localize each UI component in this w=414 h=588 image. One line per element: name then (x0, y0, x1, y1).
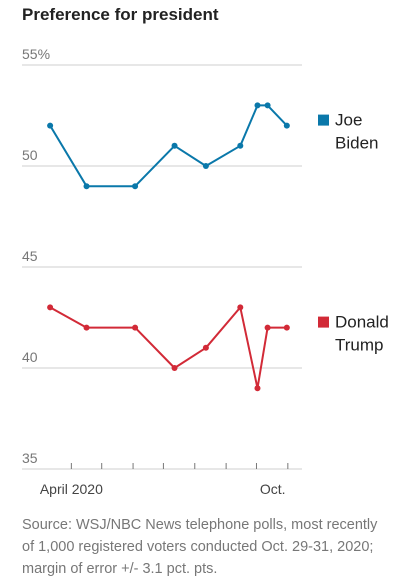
y-tick-label: 40 (22, 349, 38, 365)
x-tick-label: Oct. (260, 481, 286, 497)
data-point (47, 122, 54, 129)
series-line-trump (49, 306, 287, 390)
data-point (283, 122, 290, 129)
series-line-biden (49, 104, 288, 188)
y-tick-label: 35 (22, 450, 38, 466)
y-tick-label: 55% (22, 46, 50, 62)
data-point (171, 365, 178, 371)
data-point (237, 304, 244, 311)
data-point (47, 304, 54, 311)
data-point (254, 385, 261, 392)
data-point (132, 183, 139, 190)
data-point (254, 102, 261, 109)
x-tick-label: April 2020 (40, 481, 103, 497)
y-tick-label: 45 (22, 248, 38, 264)
legend-swatch (318, 316, 329, 328)
data-point (264, 324, 271, 331)
legend-label: Trump (335, 336, 384, 355)
source-note: Source: WSJ/NBC News telephone polls, mo… (22, 517, 378, 577)
data-point (132, 324, 139, 331)
data-point (202, 163, 209, 169)
data-point (202, 344, 209, 351)
chart-title: Preference for president (22, 5, 219, 24)
data-point (237, 142, 244, 149)
legend-label: Donald (335, 313, 389, 332)
data-point (283, 324, 290, 331)
data-point (171, 142, 178, 149)
data-point (83, 183, 90, 190)
legend-swatch (318, 114, 329, 126)
y-tick-label: 50 (22, 147, 38, 163)
data-point (83, 324, 90, 331)
data-point (264, 102, 271, 109)
legend-label: Biden (335, 134, 378, 153)
legend-label: Joe (335, 111, 362, 130)
